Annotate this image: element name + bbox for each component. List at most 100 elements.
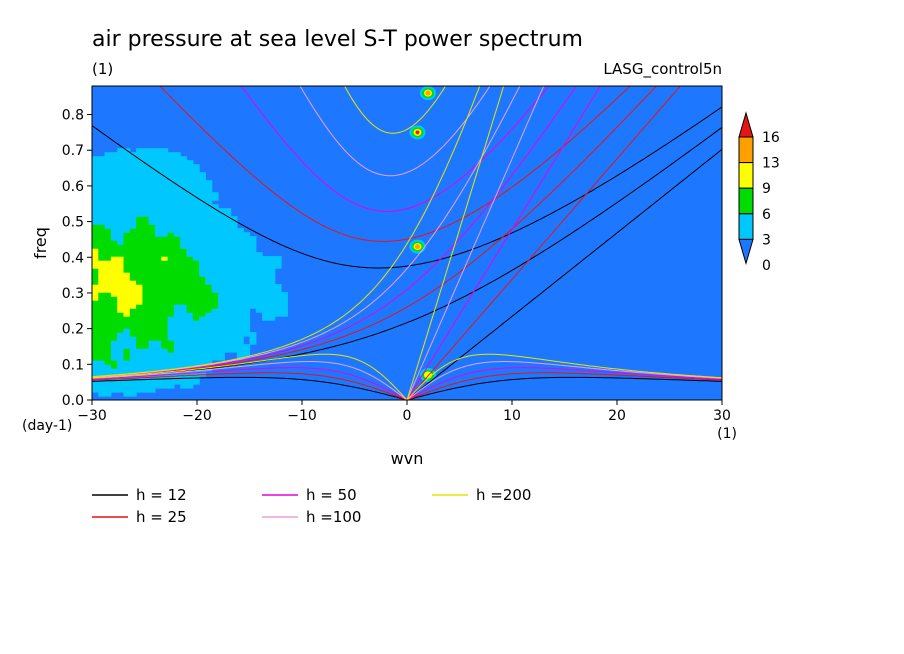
field-cell bbox=[180, 236, 188, 241]
field-cell bbox=[98, 200, 106, 205]
field-cell bbox=[243, 296, 251, 301]
field-cell bbox=[192, 168, 200, 173]
field-cell bbox=[92, 308, 99, 313]
field-cell bbox=[218, 320, 225, 325]
field-cell bbox=[136, 152, 143, 157]
field-cell bbox=[148, 280, 156, 285]
field-cell bbox=[224, 212, 232, 217]
field-cell bbox=[142, 148, 150, 153]
field-cell bbox=[98, 372, 106, 377]
field-cell bbox=[136, 312, 143, 317]
field-cell bbox=[142, 340, 150, 345]
field-cell bbox=[205, 348, 213, 353]
field-cell bbox=[230, 216, 238, 221]
field-cell bbox=[104, 180, 112, 185]
field-cell bbox=[180, 356, 188, 361]
field-cell bbox=[129, 380, 137, 385]
field-cell bbox=[180, 220, 188, 225]
field-cell bbox=[249, 300, 257, 305]
field-cell bbox=[186, 324, 194, 329]
x-unit-label: (1) bbox=[717, 426, 737, 442]
field-cell bbox=[199, 328, 206, 333]
field-cell bbox=[218, 332, 225, 337]
field-cell bbox=[274, 256, 282, 261]
field-cell bbox=[110, 352, 118, 357]
field-cell bbox=[98, 340, 106, 345]
field-cell bbox=[142, 384, 150, 389]
field-cell bbox=[104, 268, 112, 273]
field-cell bbox=[148, 320, 156, 325]
field-cell bbox=[155, 364, 162, 369]
field-cell bbox=[186, 296, 194, 301]
field-cell bbox=[110, 236, 118, 241]
dispersion-curve bbox=[159, 86, 631, 242]
field-cell bbox=[218, 352, 225, 357]
field-cell bbox=[262, 256, 269, 261]
field-cell bbox=[136, 300, 143, 305]
field-cell bbox=[255, 296, 263, 301]
field-cell bbox=[230, 220, 238, 225]
field-cell bbox=[104, 288, 112, 293]
field-cell bbox=[142, 344, 150, 349]
field-cell bbox=[104, 184, 112, 189]
field-cell bbox=[218, 328, 225, 333]
field-cell bbox=[262, 272, 269, 277]
field-cell bbox=[262, 296, 269, 301]
field-cell bbox=[123, 388, 131, 393]
field-cell bbox=[167, 208, 175, 213]
field-cell bbox=[205, 264, 213, 269]
field-cell bbox=[161, 220, 169, 225]
field-cell bbox=[205, 268, 213, 273]
field-cell bbox=[255, 292, 263, 297]
field-cell bbox=[167, 152, 175, 157]
field-cell bbox=[236, 300, 244, 305]
field-cell bbox=[205, 356, 213, 361]
field-cell bbox=[98, 288, 106, 293]
field-cell bbox=[167, 196, 175, 201]
field-cell bbox=[148, 164, 156, 169]
field-cell bbox=[123, 308, 131, 313]
field-cell bbox=[155, 176, 162, 181]
field-cell bbox=[98, 384, 106, 389]
field-cell bbox=[211, 296, 219, 301]
field-cell bbox=[98, 220, 106, 225]
field-cell bbox=[218, 300, 225, 305]
field-cell bbox=[123, 392, 131, 397]
field-cell bbox=[136, 344, 143, 349]
field-cell bbox=[142, 156, 150, 161]
field-cell bbox=[161, 212, 169, 217]
field-cell bbox=[117, 236, 125, 241]
field-cell bbox=[104, 256, 112, 261]
field-cell bbox=[155, 304, 162, 309]
field-cell bbox=[192, 360, 200, 365]
field-cell bbox=[236, 308, 244, 313]
field-cell bbox=[199, 212, 206, 217]
field-cell bbox=[136, 160, 143, 165]
field-cell bbox=[167, 284, 175, 289]
field-cell bbox=[92, 364, 99, 369]
field-cell bbox=[155, 228, 162, 233]
field-cell bbox=[142, 260, 150, 265]
field-cell bbox=[211, 316, 219, 321]
field-cell bbox=[192, 256, 200, 261]
field-cell bbox=[186, 336, 194, 341]
field-cell bbox=[205, 240, 213, 245]
field-cell bbox=[192, 240, 200, 245]
field-cell bbox=[136, 232, 143, 237]
field-cell bbox=[136, 228, 143, 233]
field-cell bbox=[104, 212, 112, 217]
field-cell bbox=[117, 272, 125, 277]
field-cell bbox=[155, 280, 162, 285]
field-cell bbox=[104, 160, 112, 165]
field-cell bbox=[129, 292, 137, 297]
field-cell bbox=[186, 332, 194, 337]
field-cell bbox=[218, 240, 225, 245]
field-cell bbox=[249, 284, 257, 289]
field-cell bbox=[98, 332, 106, 337]
field-cell bbox=[224, 320, 232, 325]
field-cell bbox=[192, 352, 200, 357]
field-cell bbox=[161, 296, 169, 301]
field-cell bbox=[98, 352, 106, 357]
field-cell bbox=[129, 244, 137, 249]
field-cell bbox=[262, 280, 269, 285]
